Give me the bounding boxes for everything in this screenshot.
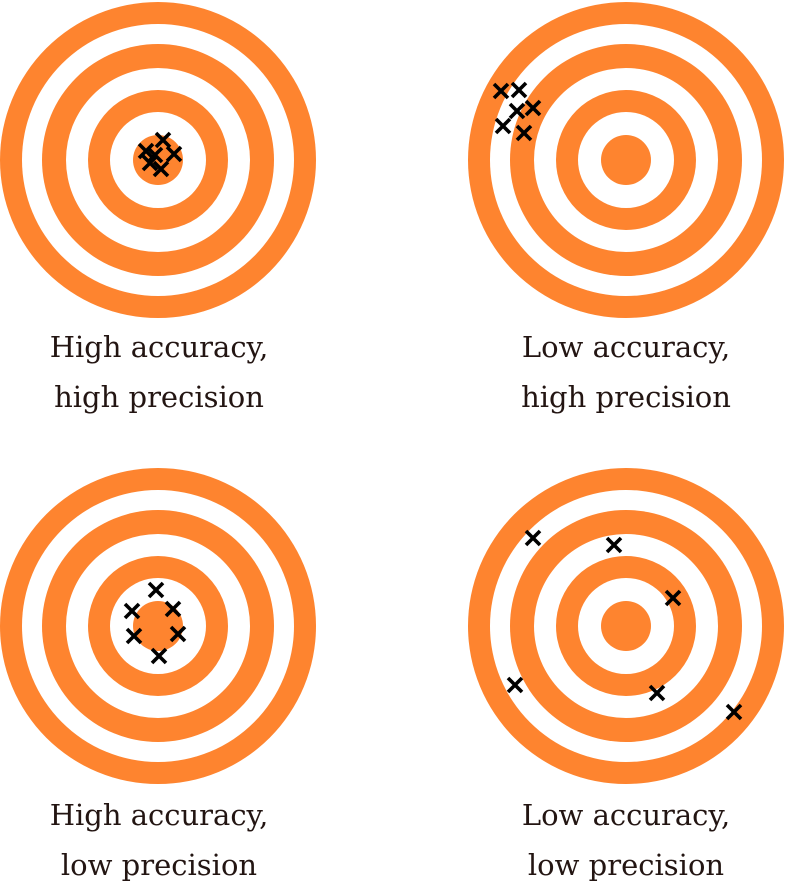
caption: Low accuracy, high precision	[466, 322, 785, 422]
caption: High accuracy, high precision	[0, 322, 318, 422]
target-board	[0, 2, 316, 318]
hit-mark-icon	[524, 99, 542, 117]
hit-mark-icon	[494, 117, 512, 135]
hit-mark-icon	[154, 131, 172, 149]
caption-line-2: low precision	[60, 848, 258, 882]
hit-mark-icon	[150, 647, 168, 665]
hit-mark-icon	[515, 124, 533, 142]
caption-line-1: Low accuracy,	[521, 798, 731, 832]
target-board	[0, 468, 316, 784]
target-board	[468, 468, 784, 784]
hit-mark-icon	[506, 676, 524, 694]
hit-mark-icon	[605, 536, 623, 554]
hit-mark-icon	[137, 142, 155, 160]
hit-mark-icon	[123, 602, 141, 620]
hit-mark-icon	[664, 589, 682, 607]
hit-mark-icon	[492, 82, 510, 100]
caption: High accuracy, low precision	[0, 790, 318, 890]
target-board	[468, 2, 784, 318]
hit-mark-icon	[147, 581, 165, 599]
hit-mark-icon	[141, 154, 159, 172]
hit-mark-icon	[524, 529, 542, 547]
caption-line-1: Low accuracy,	[521, 330, 731, 364]
caption-line-1: High accuracy,	[49, 330, 269, 364]
hit-mark-icon	[152, 160, 170, 178]
hit-mark-icon	[510, 81, 528, 99]
hit-mark-icon	[725, 703, 743, 721]
caption: Low accuracy, low precision	[466, 790, 785, 890]
caption-line-2: low precision	[527, 848, 725, 882]
hit-mark-icon	[648, 684, 666, 702]
caption-line-2: high precision	[521, 380, 731, 414]
hit-mark-icon	[125, 627, 143, 645]
caption-line-1: High accuracy,	[49, 798, 269, 832]
bullseye	[601, 135, 651, 185]
hit-mark-icon	[164, 600, 182, 618]
hit-mark-icon	[165, 145, 183, 163]
caption-line-2: high precision	[54, 380, 264, 414]
hit-mark-icon	[508, 102, 526, 120]
bullseye	[601, 601, 651, 651]
hit-mark-icon	[169, 625, 187, 643]
